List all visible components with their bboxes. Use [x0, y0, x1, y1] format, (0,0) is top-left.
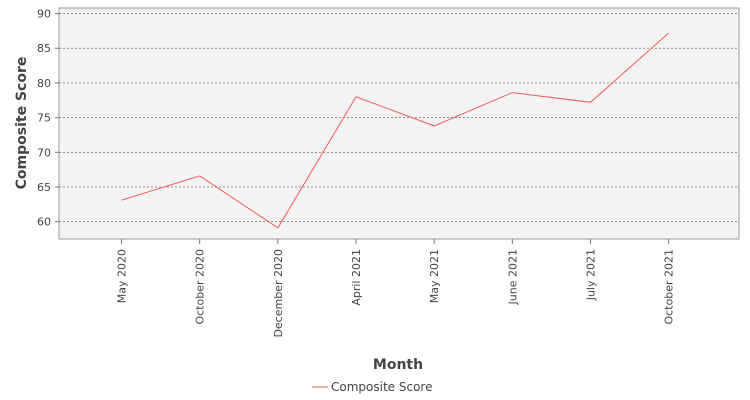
y-tick-label: 70 — [37, 146, 51, 159]
x-tick-label: October 2020 — [194, 249, 207, 325]
y-tick-label: 80 — [37, 77, 51, 90]
legend: Composite Score — [312, 380, 432, 394]
y-axis-ticks: 60 65 70 75 80 85 90 — [37, 8, 59, 229]
plot-background — [58, 7, 740, 240]
y-tick-label: 85 — [37, 42, 51, 55]
y-tick-label: 65 — [37, 181, 51, 194]
x-axis-title: Month — [373, 357, 423, 373]
series-layer — [121, 32, 670, 229]
x-tick-label: June 2021 — [506, 249, 519, 305]
x-tick-label: July 2021 — [584, 249, 597, 301]
x-axis-ticks: May 2020 October 2020 December 2020 April 2… — [116, 239, 676, 338]
grid-lines — [59, 13, 739, 222]
y-tick-label: 90 — [37, 8, 51, 21]
x-tick-label: April 2021 — [350, 249, 363, 306]
y-tick-label: 60 — [37, 216, 51, 229]
series-line — [121, 32, 670, 229]
y-tick-label: 75 — [37, 112, 51, 125]
x-tick-label: May 2021 — [428, 249, 441, 303]
x-tick-label: October 2021 — [663, 249, 676, 325]
y-axis-title: Composite Score — [14, 57, 30, 190]
x-tick-label: May 2020 — [116, 249, 129, 303]
x-tick-label: December 2020 — [272, 249, 285, 338]
legend-label: Composite Score — [331, 380, 432, 394]
